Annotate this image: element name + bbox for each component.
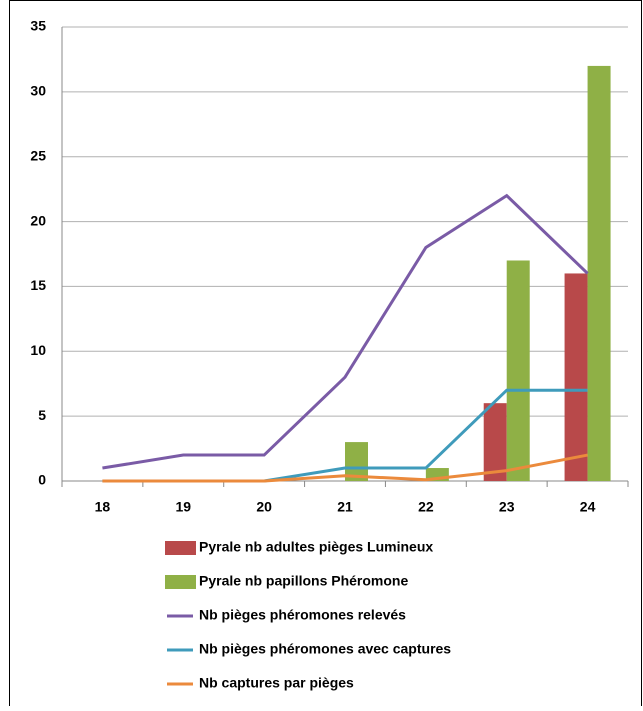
x-tick-label: 21 [337, 499, 353, 515]
y-tick-label: 0 [38, 472, 46, 488]
y-tick-label: 20 [30, 212, 46, 228]
legend-swatch [165, 575, 196, 589]
bar [587, 65, 611, 482]
legend-label: Pyrale nb papillons Phéromone [199, 573, 408, 589]
y-tick-label: 15 [30, 277, 46, 293]
x-tick-label: 24 [580, 499, 596, 515]
y-tick-label: 30 [30, 83, 46, 99]
x-tick-label: 22 [418, 499, 434, 515]
y-tick-label: 25 [30, 147, 46, 163]
y-tick-label: 10 [30, 342, 46, 358]
bar [506, 260, 530, 481]
x-tick-label: 18 [95, 499, 111, 515]
bar [345, 442, 368, 481]
line [102, 453, 588, 483]
bar [564, 273, 588, 481]
x-tick-label: 23 [499, 499, 515, 515]
legend-label: Nb pièges phéromones relevés [199, 607, 406, 623]
x-tick-label: 20 [256, 499, 272, 515]
bar [483, 403, 507, 481]
x-tick-label: 19 [175, 499, 191, 515]
frame [9, 0, 642, 711]
y-tick-label: 35 [30, 18, 46, 34]
legend-label: Pyrale nb adultes pièges Lumineux [199, 539, 433, 555]
legend-swatch [165, 541, 196, 555]
legend-label: Nb captures par pièges [199, 675, 354, 691]
legend-label: Nb pièges phéromones avec captures [199, 641, 451, 657]
line [102, 193, 589, 470]
y-tick-label: 5 [38, 407, 46, 423]
